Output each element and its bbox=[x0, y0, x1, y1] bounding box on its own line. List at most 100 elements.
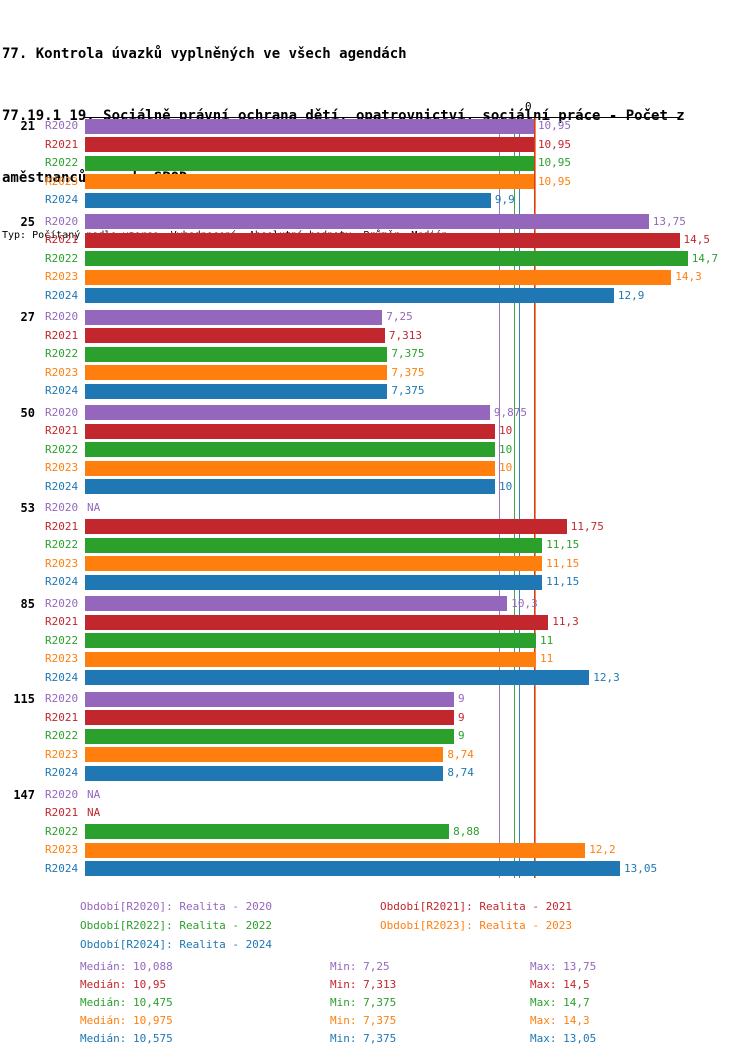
bar-row: R2023 8,74 bbox=[0, 746, 750, 765]
bar-row: R2021 9 bbox=[0, 709, 750, 728]
series-row-label: R2021 bbox=[45, 424, 79, 437]
bar bbox=[85, 405, 490, 421]
bar-value-label: 14,3 bbox=[675, 270, 702, 283]
stat-median-value: Medián: 10,475 bbox=[80, 996, 173, 1009]
legend-item: Období[R2022]: Realita - 2022 bbox=[80, 919, 273, 932]
bar-value-label: NA bbox=[87, 787, 101, 801]
bar-value-label: 8,74 bbox=[447, 747, 474, 761]
bar-value-label: NA bbox=[87, 501, 101, 514]
bar bbox=[85, 537, 543, 553]
stats-row: Medián: 10,975 Min: 7,375 Max: 14,3 bbox=[80, 1012, 700, 1030]
bar-row: R2022 11 bbox=[0, 632, 750, 651]
stat-max-value: Max: 13,05 bbox=[530, 1032, 597, 1045]
bar-group: 25 R2020 13,75 R2021 14,5 R2022 14,7 R2023 14,3 R… bbox=[0, 213, 750, 306]
bar-value-label: 9,9 bbox=[494, 193, 515, 206]
series-row-label: R2023 bbox=[45, 174, 79, 188]
bar bbox=[85, 824, 450, 840]
bar-row: R2022 14,7 bbox=[0, 250, 750, 269]
bar bbox=[85, 365, 388, 381]
series-row-label: R2020 bbox=[45, 405, 79, 419]
bar bbox=[85, 651, 536, 667]
bar-value-label: 10 bbox=[499, 442, 513, 456]
bar-row: R2022 10 bbox=[0, 441, 750, 460]
bar bbox=[85, 842, 586, 858]
group-label: 53 bbox=[20, 501, 35, 515]
series-row-label: R2024 bbox=[45, 384, 79, 397]
bar bbox=[85, 710, 454, 726]
bar bbox=[85, 728, 454, 744]
stat-max-value: Max: 14,5 bbox=[530, 978, 590, 991]
bar-group: 53 R2020 NA R2021 11,75 R2022 11,15 R2023 11,15 R… bbox=[0, 499, 750, 592]
bar bbox=[85, 691, 454, 707]
series-row-label: R2021 bbox=[45, 806, 79, 819]
group-label: 27 bbox=[20, 310, 35, 324]
bar-value-label: 13,05 bbox=[624, 861, 658, 875]
bar-row: R2024 10 bbox=[0, 478, 750, 497]
stat-min-value: Min: 7,375 bbox=[330, 1014, 397, 1027]
bar bbox=[85, 288, 614, 304]
bar-value-label: 11 bbox=[540, 633, 554, 647]
group-label: 50 bbox=[20, 405, 35, 420]
bar-value-label: 12,9 bbox=[617, 288, 645, 302]
bar-row: R2022 7,375 bbox=[0, 345, 750, 364]
bar-group: 21 R2020 10,95 R2021 10,95 R2022 10,95 R2023 10,… bbox=[0, 117, 750, 210]
bar-value-label: 7,375 bbox=[391, 384, 425, 397]
series-row-label: R2023 bbox=[45, 365, 79, 379]
series-row-label: R2022 bbox=[45, 442, 79, 456]
bar-value-label: 10 bbox=[499, 461, 513, 474]
bar-row: R2021 10,95 bbox=[0, 136, 750, 155]
stats-row: Medián: 10,475 Min: 7,375 Max: 14,7 bbox=[80, 994, 700, 1012]
bar bbox=[85, 118, 534, 134]
bar-row: R2022 9 bbox=[0, 727, 750, 746]
series-row-label: R2022 bbox=[45, 633, 79, 647]
bar bbox=[85, 174, 534, 190]
bar-group: 147 R2020 NA R2021 NA R2022 8,88 R2023 12,2 R2024… bbox=[0, 786, 750, 879]
series-row-label: R2023 bbox=[45, 843, 79, 856]
bar-value-label: 12,2 bbox=[589, 843, 616, 856]
group-label: 147 bbox=[13, 787, 35, 802]
series-row-label: R2020 bbox=[45, 501, 79, 514]
series-row-label: R2021 bbox=[45, 137, 79, 151]
bar-value-label: 7,313 bbox=[388, 328, 422, 342]
group-label: 25 bbox=[20, 214, 35, 229]
stat-median-value: Medián: 10,95 bbox=[80, 978, 167, 991]
bar-value-label: 12,3 bbox=[593, 670, 620, 684]
median-line bbox=[534, 118, 536, 878]
group-label: 85 bbox=[20, 596, 35, 611]
series-row-label: R2022 bbox=[45, 824, 79, 838]
bar-row: R2020 9,875 bbox=[0, 404, 750, 423]
bar-row: R2024 9,9 bbox=[0, 191, 750, 210]
series-row-label: R2020 bbox=[45, 596, 79, 610]
series-row-label: R2020 bbox=[45, 310, 79, 323]
bar-row: R2024 12,9 bbox=[0, 287, 750, 306]
bar-row: R2020 10,95 bbox=[0, 117, 750, 136]
bar-row: R2020 NA bbox=[0, 499, 750, 518]
bar-row: R2023 14,3 bbox=[0, 268, 750, 287]
series-row-label: R2023 bbox=[45, 270, 79, 283]
bar-value-label: 8,88 bbox=[453, 824, 480, 838]
bar-value-label: 14,5 bbox=[683, 233, 711, 246]
series-row-label: R2020 bbox=[45, 214, 79, 228]
bar bbox=[85, 192, 491, 208]
bar-row: R2021 10 bbox=[0, 422, 750, 441]
series-row-label: R2024 bbox=[45, 670, 79, 684]
bar bbox=[85, 251, 688, 267]
bar-row: R2023 10 bbox=[0, 459, 750, 478]
stat-min-value: Min: 7,375 bbox=[330, 996, 397, 1009]
series-statistics: Medián: 10,088 Min: 7,25 Max: 13,75 Medián:… bbox=[80, 958, 700, 1048]
bar-row: R2020 13,75 bbox=[0, 213, 750, 232]
bar bbox=[85, 747, 444, 763]
bar-row: R2024 8,74 bbox=[0, 764, 750, 783]
bar-value-label: 11,3 bbox=[552, 615, 579, 628]
bar-group: 85 R2020 10,3 R2021 11,3 R2022 11 R2023 11 R2024 1… bbox=[0, 595, 750, 688]
bar-value-label: 10,95 bbox=[537, 174, 572, 188]
x-axis-line bbox=[85, 117, 680, 118]
stats-row: Medián: 10,088 Min: 7,25 Max: 13,75 bbox=[80, 958, 700, 976]
series-row-label: R2021 bbox=[45, 233, 79, 246]
bar-group: 27 R2020 7,25 R2021 7,313 R2022 7,375 R2023 7,37… bbox=[0, 308, 750, 401]
series-row-label: R2024 bbox=[45, 861, 79, 875]
stat-min-value: Min: 7,25 bbox=[330, 960, 390, 973]
chart-title-line1: 77. Kontrola úvazků vyplněných ve všech … bbox=[2, 46, 407, 62]
stat-median-value: Medián: 10,975 bbox=[80, 1014, 173, 1027]
legend-item: Období[R2024]: Realita - 2024 bbox=[80, 938, 273, 951]
